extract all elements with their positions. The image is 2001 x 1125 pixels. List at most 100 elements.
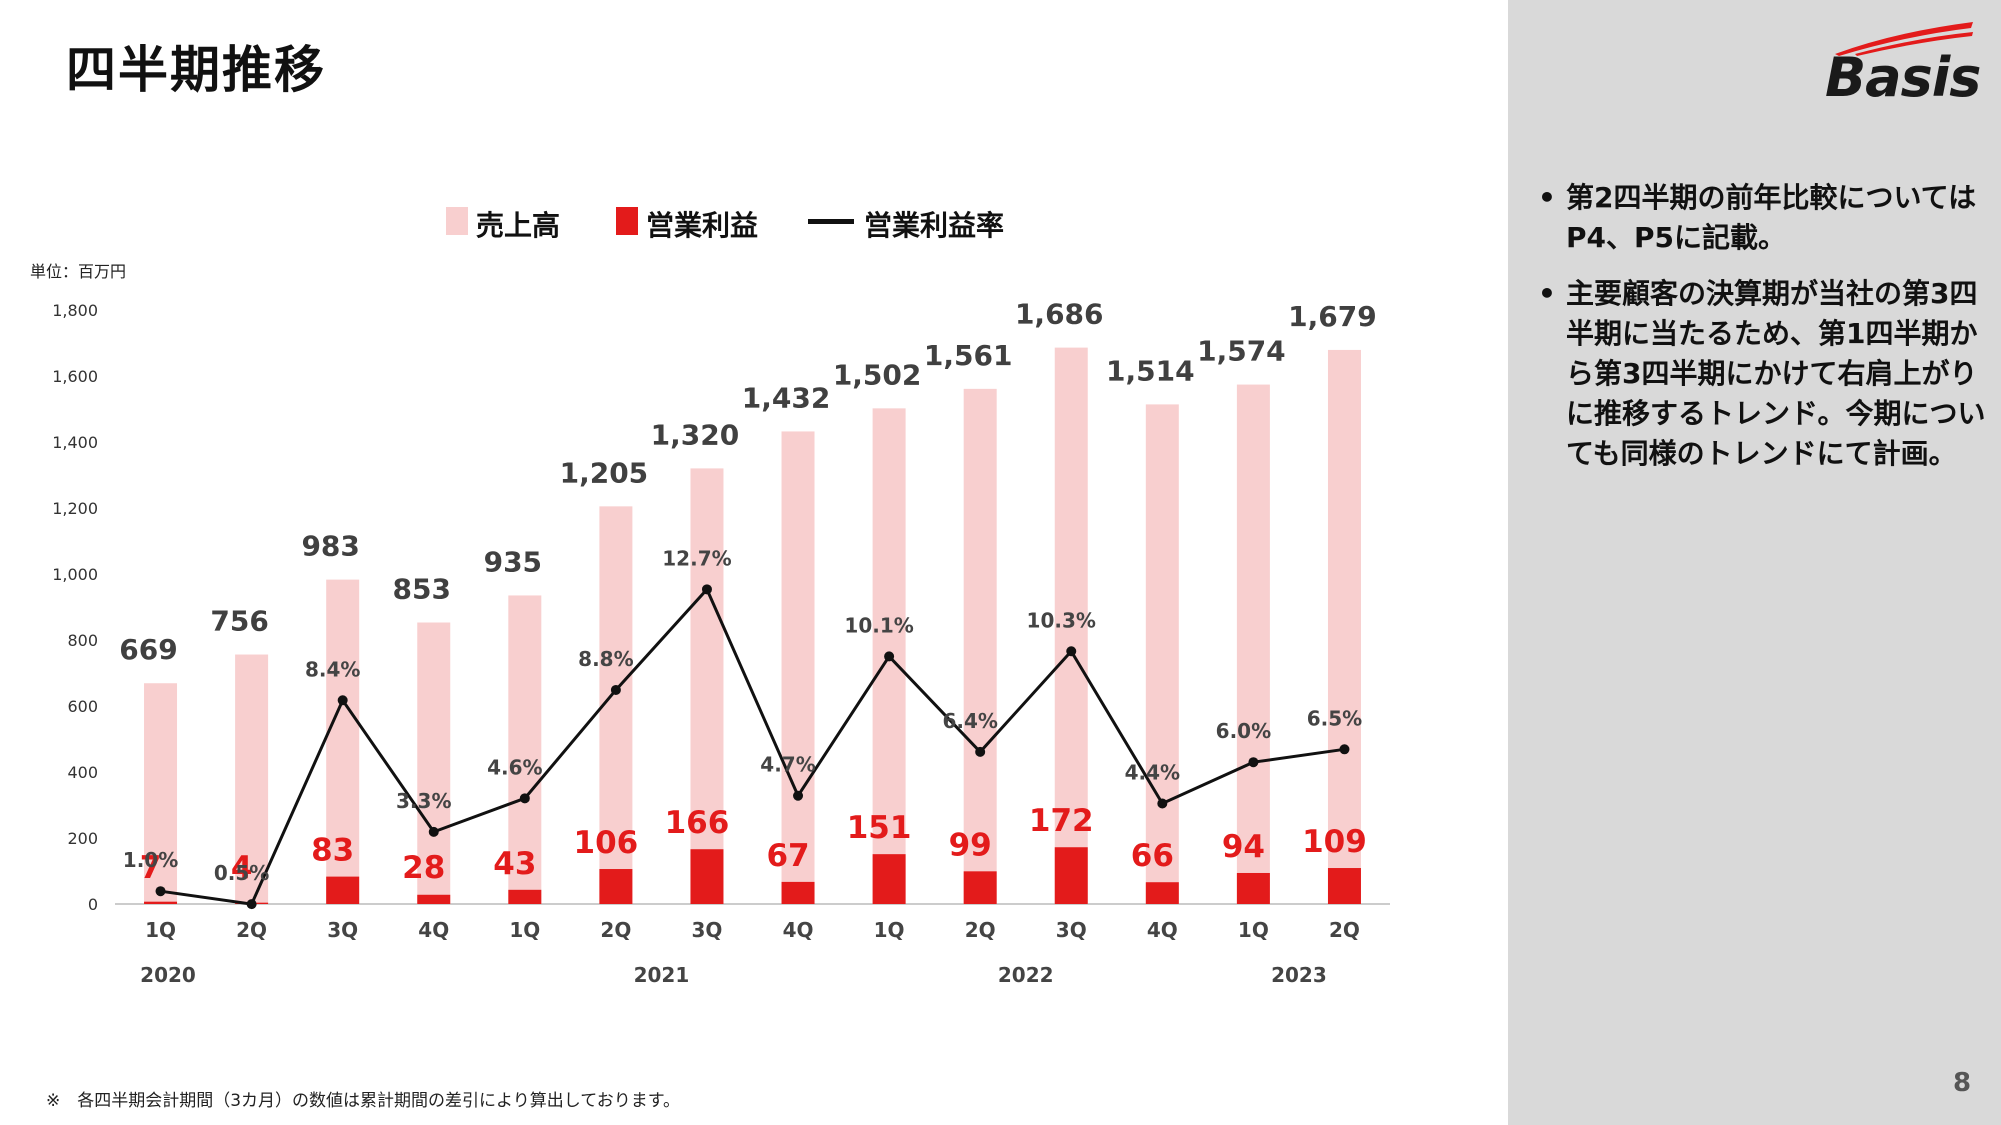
sales-bar [690,468,724,904]
x-category-label: 1Q [509,918,540,942]
op-margin-point [337,695,348,706]
op-profit-data-label: 99 [949,827,992,863]
op-profit-bar [1236,872,1270,904]
op-profit-bar [1054,847,1088,904]
op-profit-data-label: 28 [402,850,445,886]
op-profit-data-label: 109 [1302,824,1367,860]
x-year-label: 2020 [140,963,196,987]
sales-bar [144,683,178,904]
x-category-label: 4Q [1147,918,1178,942]
op-margin-point [519,793,530,804]
sales-bar [963,388,997,904]
x-year-label: 2023 [1271,963,1327,987]
x-category-label: 2Q [600,918,631,942]
op-margin-data-label: 4.7% [760,753,815,777]
sales-data-label: 983 [301,530,359,563]
x-category-label: 2Q [1329,918,1360,942]
op-profit-data-label: 43 [493,846,536,882]
op-profit-data-label: 66 [1131,838,1174,874]
sales-bar [235,654,269,904]
op-margin-data-label: 6.4% [942,709,997,733]
op-profit-bar [144,901,178,904]
sales-bar [508,595,542,904]
y-tick-label: 600 [67,697,98,716]
sales-data-label: 1,502 [833,358,922,391]
y-tick-label: 1,200 [52,499,98,518]
sales-data-label: 1,205 [560,456,649,489]
basis-logo: Basis [1825,18,1981,109]
sales-bar [1236,384,1270,905]
op-margin-point [1339,744,1350,755]
op-margin-data-label: 4.4% [1125,760,1180,784]
op-profit-data-label: 166 [665,805,730,841]
op-profit-data-label: 172 [1029,803,1094,839]
op-profit-bar [781,881,815,904]
sales-data-label: 1,679 [1288,300,1377,333]
op-margin-point [1157,798,1168,809]
x-category-label: 1Q [1238,918,1269,942]
x-year-label: 2022 [998,963,1054,987]
op-margin-data-label: 12.7% [662,546,731,570]
op-margin-point [1248,757,1259,768]
op-profit-data-label: 67 [766,838,809,874]
y-tick-label: 0 [88,895,98,914]
note-text: 第2四半期の前年比較についてはP4、P5に記載。 [1566,181,1977,254]
op-margin-data-label: 10.3% [1027,608,1096,632]
x-category-label: 3Q [1056,918,1087,942]
op-margin-data-label: 8.8% [578,647,633,671]
x-category-label: 2Q [965,918,996,942]
x-category-label: 3Q [327,918,358,942]
op-profit-data-label: 106 [574,825,639,861]
bullet-icon: • [1538,277,1556,310]
op-profit-data-label: 151 [847,810,912,846]
legend-op-margin-line [808,219,854,224]
op-margin-data-label: 1.0% [123,848,178,872]
sales-bar [1054,347,1088,904]
sales-data-label: 1,561 [924,339,1013,372]
logo-swoosh-icon [1835,22,1973,56]
op-margin-data-label: 6.0% [1216,719,1271,743]
sales-data-label: 935 [484,545,542,578]
sales-data-label: 669 [119,633,177,666]
op-margin-point [793,790,804,801]
sales-bar [326,579,360,904]
note-text: 主要顧客の決算期が当社の第3四半期に当たるため、第1四半期から第3四半期にかけて… [1566,277,1986,470]
y-tick-label: 1,000 [52,565,98,584]
quarterly-chart: 0 200 400 600 800 1,000 1,200 1,400 1,600 1,800 66… [52,298,1390,987]
op-profit-bar [326,876,360,904]
op-margin-point [975,746,986,757]
sales-data-label: 853 [393,573,451,606]
y-tick-label: 1,400 [52,433,98,452]
op-margin-data-label: 8.4% [305,657,360,681]
op-profit-bar [599,869,633,904]
op-profit-bar [963,871,997,904]
note-item: • 第2四半期の前年比較についてはP4、P5に記載。 [1538,178,1988,258]
op-margin-data-label: 3.3% [396,789,451,813]
op-margin-point [701,584,712,595]
sales-data-label: 1,686 [1015,298,1104,331]
note-item: • 主要顧客の決算期が当社の第3四半期に当たるため、第1四半期から第3四半期にかけ… [1538,274,1988,474]
op-profit-bar [417,894,451,904]
x-category-label: 2Q [236,918,267,942]
op-margin-point [1066,646,1077,657]
y-tick-label: 200 [67,829,98,848]
op-profit-bar [872,854,906,904]
op-profit-data-label: 4 [231,850,253,886]
op-profit-bar [1327,868,1361,904]
x-category-label: 1Q [145,918,176,942]
op-profit-data-label: 94 [1222,829,1265,865]
bullet-icon: • [1538,181,1556,214]
sales-data-label: 1,320 [651,418,740,451]
sales-data-label: 1,514 [1106,354,1195,387]
y-tick-label: 800 [67,631,98,650]
x-category-label: 3Q [692,918,723,942]
sales-bar [1145,404,1179,904]
y-tick-label: 400 [67,763,98,782]
legend-op-profit-label: 営業利益 [646,209,759,242]
slide-title: 四半期推移 [66,41,326,99]
legend-sales-swatch [446,207,468,235]
sales-data-label: 1,574 [1197,335,1286,368]
footnote: ※ 各四半期会計期間（3カ月）の数値は累計期間の差引により算出しております。 [46,1091,680,1111]
sales-bar [417,622,451,904]
y-tick-label: 1,800 [52,301,98,320]
